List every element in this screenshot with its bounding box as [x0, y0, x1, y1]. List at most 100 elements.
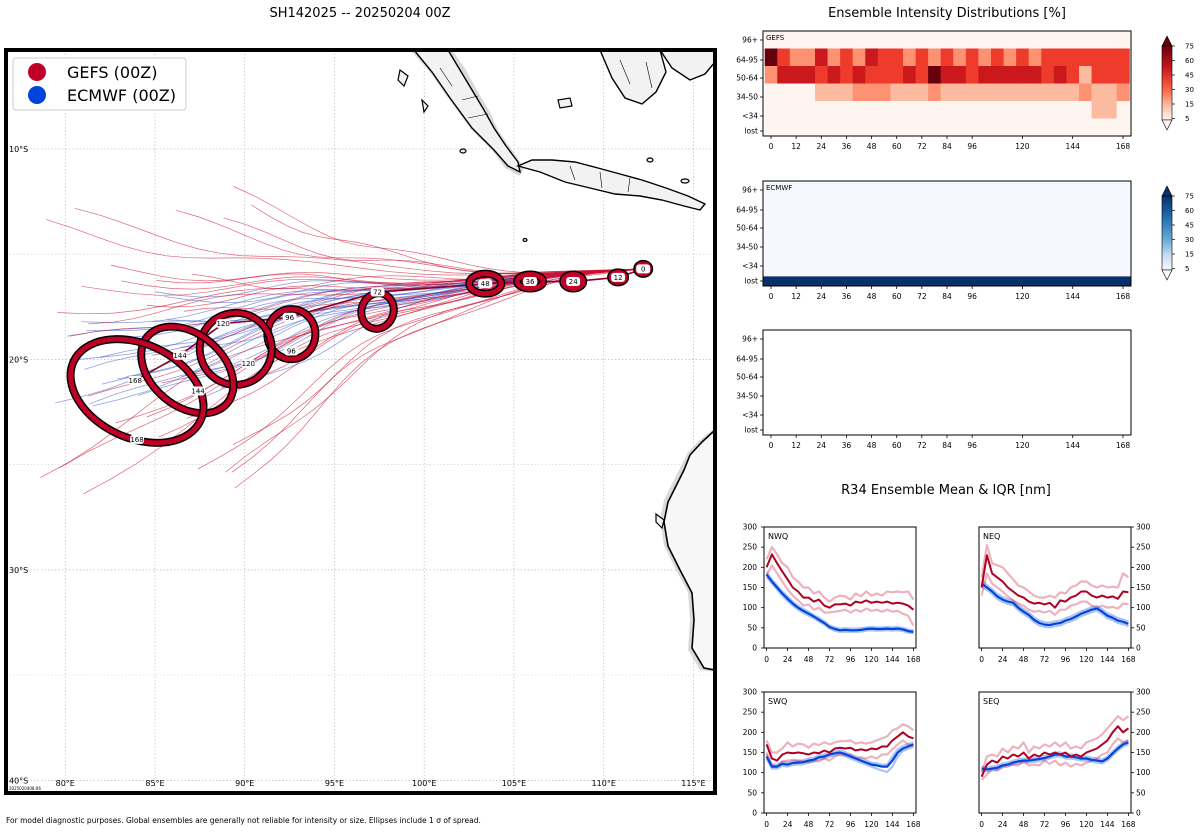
heatmap-cell: [940, 48, 954, 67]
lon-tick-label: 80°E: [56, 779, 75, 788]
heatmap-cell: [965, 66, 979, 84]
r34-frame: [978, 526, 1132, 649]
heatmap-cell: [840, 83, 854, 102]
heatmap-cell: [1104, 48, 1118, 67]
ensemble-member-track: [59, 268, 644, 469]
heatmap-cell: [1116, 101, 1130, 119]
r34-xtick-label: 0: [979, 655, 984, 664]
ensemble-member-track: [74, 207, 644, 275]
heatmap-cell: [1104, 118, 1118, 137]
r34-xtick-label: 96: [846, 820, 856, 829]
heatmap-cell-lost: [763, 276, 1131, 286]
r34-ytick-label: 50: [747, 623, 757, 632]
gefs-iqr-upper: [980, 544, 1130, 599]
heatmap-cell: [1079, 48, 1093, 67]
ecmwf-mean-line: [981, 741, 1129, 771]
legend-ecmwf-marker: [28, 86, 46, 104]
heatmap-cell: [1016, 101, 1030, 119]
ecmwf-iqr-upper: [765, 571, 914, 632]
heatmap-hour-label: 96: [967, 142, 977, 151]
heatmap-cell: [827, 66, 841, 84]
heatmap-cell: [915, 83, 929, 102]
heatmap-cell: [1066, 66, 1080, 84]
heatmap-cell: [1016, 31, 1030, 49]
r34-ytick-label: 200: [743, 563, 758, 572]
ellipse-hour-label-bg: [191, 386, 206, 396]
colorbar-tick-label: 75: [1185, 193, 1194, 201]
gefs-hour-label: 144: [173, 352, 187, 360]
colorbar-tick-label: 30: [1185, 236, 1194, 244]
heatmap-hour-label: 0: [769, 142, 774, 151]
heatmap-cell: [789, 101, 803, 119]
heatmap-cell: [1079, 66, 1093, 84]
heatmap-row-label: lost: [744, 426, 758, 435]
heatmap-hour-label: 12: [791, 441, 801, 450]
heatmap-cell: [903, 48, 917, 67]
ecmwf-mean-line: [980, 582, 1129, 627]
figure-title: SH142025 -- 20250204 00Z: [269, 6, 450, 21]
heatmap-cell: [890, 48, 904, 67]
gefs-hour-label-bg: [370, 287, 385, 297]
heatmap-cell: [928, 118, 942, 137]
heatmap-cell: [1041, 31, 1055, 49]
colorbar-tick-label: 15: [1185, 101, 1194, 109]
heatmap-cell: [1003, 66, 1017, 84]
heatmap-cell: [953, 83, 967, 102]
heatmap-cell: [978, 31, 992, 49]
r34-xtick-label: 96: [1061, 655, 1071, 664]
heatmap-cell: [764, 48, 778, 67]
r34-xtick-label: 48: [804, 655, 814, 664]
gefs-hour-label-bg: [173, 350, 188, 360]
colorbar-tick-label: 60: [1185, 207, 1194, 215]
heatmap-cell: [1079, 118, 1093, 137]
heatmap-cell: [777, 48, 791, 67]
r34-xtick-label: 120: [864, 820, 879, 829]
heatmap-cell: [802, 118, 816, 137]
r34-xtick-label: 24: [783, 820, 793, 829]
heatmap-cell: [953, 31, 967, 49]
heatmap-row-label: 64-95: [736, 56, 758, 65]
heatmap-cell: [802, 48, 816, 67]
heatmap-cell: [865, 48, 879, 67]
gefs-mean-line: [980, 725, 1130, 778]
heatmap-hour-label: 12: [791, 142, 801, 151]
heatmap-cell: [1028, 101, 1042, 119]
r34-ytick-label: 200: [743, 728, 758, 737]
legend-gefs-label: GEFS (00Z): [67, 63, 157, 82]
map-background: [6, 50, 715, 793]
heatmap-cell: [1028, 31, 1042, 49]
ellipse-hour-label-bg: [284, 346, 299, 356]
heatmap-cell: [953, 101, 967, 119]
heatmap-cell: [1116, 48, 1130, 67]
gefs-colorbar: 75 60 45 30 15 5: [1161, 35, 1194, 131]
heatmap-row-label: lost: [744, 277, 758, 286]
gefs-hour-label-bg: [636, 264, 651, 274]
heatmap-cell: [965, 83, 979, 102]
heatmap-cell: [1116, 118, 1130, 137]
heatmap-cell: [789, 118, 803, 137]
lon-tick-label: 90°E: [235, 779, 254, 788]
heatmap-cell: [789, 31, 803, 49]
track-map: 0 12 24 36 48 72 96 120 144 168 96 120 144 168 80°E 85…: [4, 48, 717, 795]
ellipse-hour-120: [197, 310, 275, 388]
gefs-hour-label-bg: [282, 312, 297, 322]
heatmap-cell: [764, 101, 778, 119]
empty-heatmap: 96+ 64-95 50-64 34-50 <34 lost 0 12 24 36 48 60 72 84…: [736, 329, 1132, 450]
heatmap-cell: [915, 48, 929, 67]
heatmap-cell: [915, 66, 929, 84]
heatmap-cell: [965, 101, 979, 119]
heatmap-hour-label: 24: [817, 142, 827, 151]
r34-ytick-label: 250: [1136, 543, 1151, 552]
colorbar-tick-label: 60: [1185, 57, 1194, 65]
heatmap-cell: [1028, 48, 1042, 67]
heatmap-hour-label: 96: [967, 441, 977, 450]
r34-ytick-label: 100: [1136, 768, 1151, 777]
heatmap-cell: [840, 48, 854, 67]
heatmap-cell: [940, 118, 954, 137]
heatmap-cell: [1041, 66, 1055, 84]
heatmap-cell: [965, 48, 979, 67]
gefs-hour-label: 168: [129, 377, 142, 385]
heatmap-hour-label: 84: [942, 441, 952, 450]
gefs-iqr-upper: [765, 723, 915, 754]
